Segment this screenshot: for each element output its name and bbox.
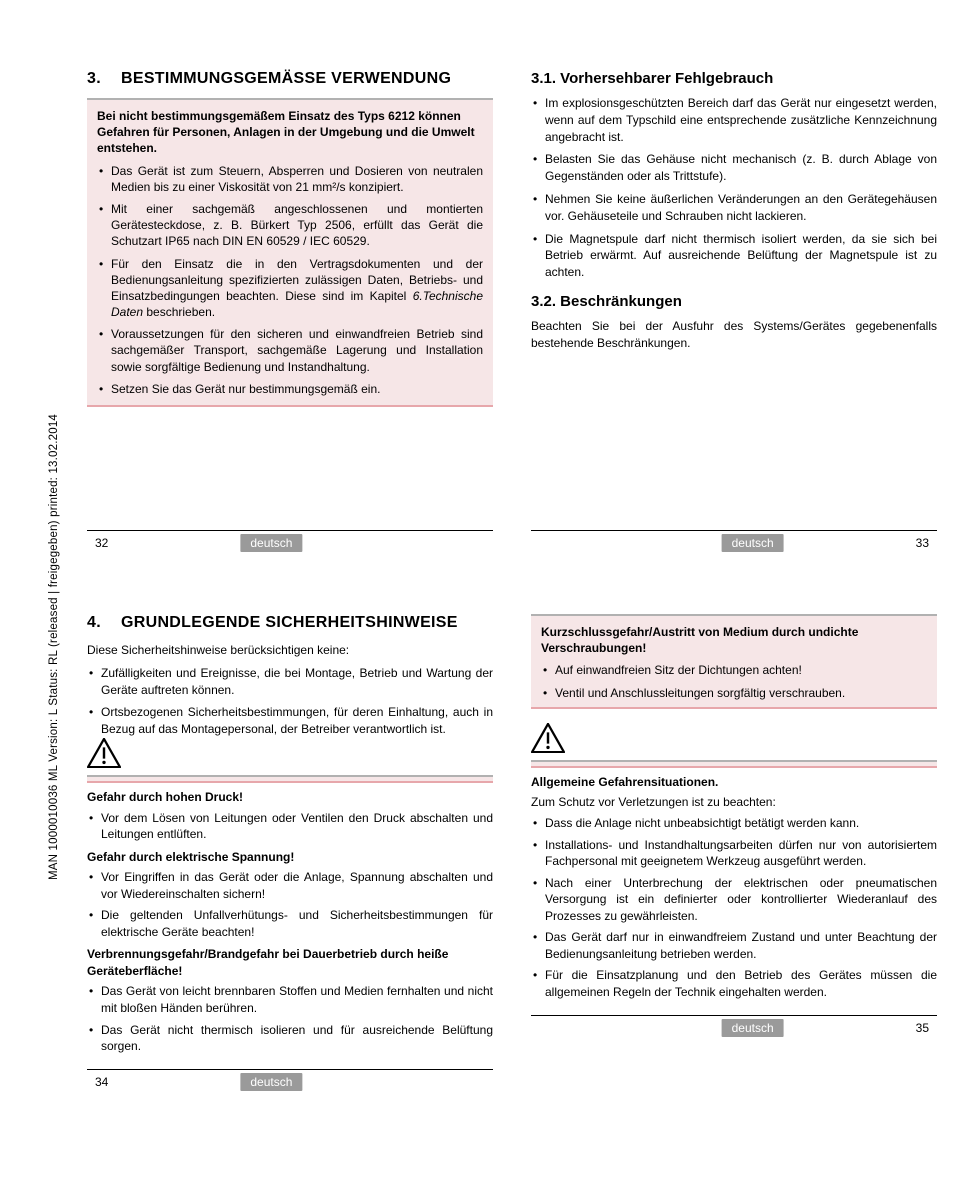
hazard-header-bar bbox=[531, 760, 937, 768]
lang-badge: deutsch bbox=[722, 534, 784, 552]
text: beschrieben. bbox=[143, 305, 215, 319]
hazard-block-34: Gefahr durch hohen Druck! Vor dem Lösen … bbox=[87, 789, 493, 1055]
lang-badge: deutsch bbox=[240, 1073, 302, 1091]
warn-lead-3: Bei nicht bestimmungsgemäßem Einsatz des… bbox=[97, 108, 483, 157]
page-number: 33 bbox=[916, 536, 929, 550]
side-meta-text: MAN 1000010036 ML Version: L Status: RL … bbox=[48, 414, 60, 880]
warn-item: Für den Einsatz die in den Vertragsdokum… bbox=[97, 256, 483, 321]
warn-list-3: Das Gerät ist zum Steuern, Absperren und… bbox=[97, 163, 483, 397]
warning-triangle-icon bbox=[87, 738, 121, 768]
warn-item: Auf einwandfreien Sitz der Dichtungen ac… bbox=[541, 662, 927, 678]
sheet: 3. BESTIMMUNGSGEMÄSSE VERWENDUNG Bei nic… bbox=[75, 0, 954, 1182]
hazard-item: Das Gerät nicht thermisch isolieren und … bbox=[87, 1022, 493, 1055]
list-item: Zufälligkeiten und Ereignisse, die bei M… bbox=[87, 665, 493, 699]
list-item: Im explosionsgeschützten Bereich darf da… bbox=[531, 95, 937, 145]
section-4-heading: 4. GRUNDLEGENDE SICHERHEITSHINWEISE bbox=[87, 614, 493, 632]
lang-badge: deutsch bbox=[240, 534, 302, 552]
warn-item: Ventil und Anschlussleitungen sorgfältig… bbox=[541, 685, 927, 701]
warn-item: Das Gerät ist zum Steuern, Absperren und… bbox=[97, 163, 483, 195]
page-32: 3. BESTIMMUNGSGEMÄSSE VERWENDUNG Bei nic… bbox=[87, 70, 493, 556]
page-33: 3.1. Vorhersehbarer Fehlgebrauch Im expl… bbox=[531, 70, 937, 556]
spread-2: 4. GRUNDLEGENDE SICHERHEITSHINWEISE Dies… bbox=[87, 614, 942, 1095]
page-number: 32 bbox=[95, 536, 108, 550]
warn-box-3: Bei nicht bestimmungsgemäßem Einsatz des… bbox=[87, 98, 493, 407]
hazard-item: Installations- und Instandhaltungsarbeit… bbox=[531, 837, 937, 870]
hazard-title: Gefahr durch hohen Druck! bbox=[87, 789, 493, 806]
hazard-item: Für die Einsatzplanung und den Betrieb d… bbox=[531, 967, 937, 1000]
page-34: 4. GRUNDLEGENDE SICHERHEITSHINWEISE Dies… bbox=[87, 614, 493, 1095]
section-3-number: 3. bbox=[87, 70, 121, 88]
hazard-item: Das Gerät darf nur in einwandfreiem Zust… bbox=[531, 929, 937, 962]
page-number: 34 bbox=[95, 1075, 108, 1089]
page-35: Kurzschlussgefahr/Austritt von Medium du… bbox=[531, 614, 937, 1095]
lang-badge: deutsch bbox=[722, 1019, 784, 1037]
subsection-3-1-heading: 3.1. Vorhersehbarer Fehlgebrauch bbox=[531, 70, 937, 87]
section-4-intro: Diese Sicherheitshinweise berücksichtige… bbox=[87, 642, 493, 659]
footer-rule bbox=[87, 1069, 493, 1070]
spread-1: 3. BESTIMMUNGSGEMÄSSE VERWENDUNG Bei nic… bbox=[87, 70, 942, 556]
footer-rule bbox=[531, 530, 937, 531]
page-footer-33: deutsch 33 bbox=[531, 530, 937, 556]
hazard-item: Vor Eingriffen in das Gerät oder die Anl… bbox=[87, 869, 493, 902]
hazard-title: Verbrennungsgefahr/Brandgefahr bei Dauer… bbox=[87, 946, 493, 979]
list-item: Die Magnetspule darf nicht thermisch iso… bbox=[531, 231, 937, 281]
hazard-block-35: Allgemeine Gefahrensituationen. Zum Schu… bbox=[531, 774, 937, 1001]
section-3-title: BESTIMMUNGSGEMÄSSE VERWENDUNG bbox=[121, 70, 493, 88]
list-item: Nehmen Sie keine äußerlichen Veränderung… bbox=[531, 191, 937, 225]
section-4-title: GRUNDLEGENDE SICHERHEITSHINWEISE bbox=[121, 614, 493, 632]
list-3-1: Im explosionsgeschützten Bereich darf da… bbox=[531, 95, 937, 281]
list-item: Belasten Sie das Gehäuse nicht mechanisc… bbox=[531, 151, 937, 185]
page-footer-34: 34 deutsch bbox=[87, 1069, 493, 1095]
list-item: Ortsbezogenen Sicherheitsbestimmungen, f… bbox=[87, 704, 493, 738]
warn-item: Mit einer sachgemäß angeschlossenen und … bbox=[97, 201, 483, 250]
warning-triangle-icon bbox=[531, 723, 565, 753]
section-3-heading: 3. BESTIMMUNGSGEMÄSSE VERWENDUNG bbox=[87, 70, 493, 88]
page-footer-35: deutsch 35 bbox=[531, 1015, 937, 1041]
hazard-title: Gefahr durch elektrische Spannung! bbox=[87, 849, 493, 866]
page-footer-32: 32 deutsch bbox=[87, 530, 493, 556]
section-4-intro-list: Zufälligkeiten und Ereignisse, die bei M… bbox=[87, 665, 493, 738]
page-number: 35 bbox=[916, 1021, 929, 1035]
hazard-item: Nach einer Unterbrechung der elektrische… bbox=[531, 875, 937, 925]
section-4-number: 4. bbox=[87, 614, 121, 632]
warn-item: Voraussetzungen für den sicheren und ein… bbox=[97, 326, 483, 375]
footer-rule bbox=[531, 1015, 937, 1016]
footer-rule bbox=[87, 530, 493, 531]
hazard-item: Die geltenden Unfallverhütungs- und Sich… bbox=[87, 907, 493, 940]
subsection-3-2-heading: 3.2. Beschränkungen bbox=[531, 293, 937, 310]
hazard-item: Vor dem Lösen von Leitungen oder Ventile… bbox=[87, 810, 493, 843]
hazard-intro: Zum Schutz vor Verletzungen ist zu beach… bbox=[531, 794, 937, 811]
warn-box-35: Kurzschlussgefahr/Austritt von Medium du… bbox=[531, 614, 937, 709]
paragraph-3-2: Beachten Sie bei der Ausfuhr des Systems… bbox=[531, 318, 937, 352]
hazard-title: Allgemeine Gefahrensituationen. bbox=[531, 774, 937, 791]
hazard-header-bar bbox=[87, 775, 493, 783]
hazard-item: Das Gerät von leicht brennbaren Stoffen … bbox=[87, 983, 493, 1016]
warn-lead-35: Kurzschlussgefahr/Austritt von Medium du… bbox=[541, 624, 927, 656]
hazard-item: Dass die Anlage nicht unbeabsichtigt bet… bbox=[531, 815, 937, 832]
warn-item: Setzen Sie das Gerät nur bestimmungsgemä… bbox=[97, 381, 483, 397]
